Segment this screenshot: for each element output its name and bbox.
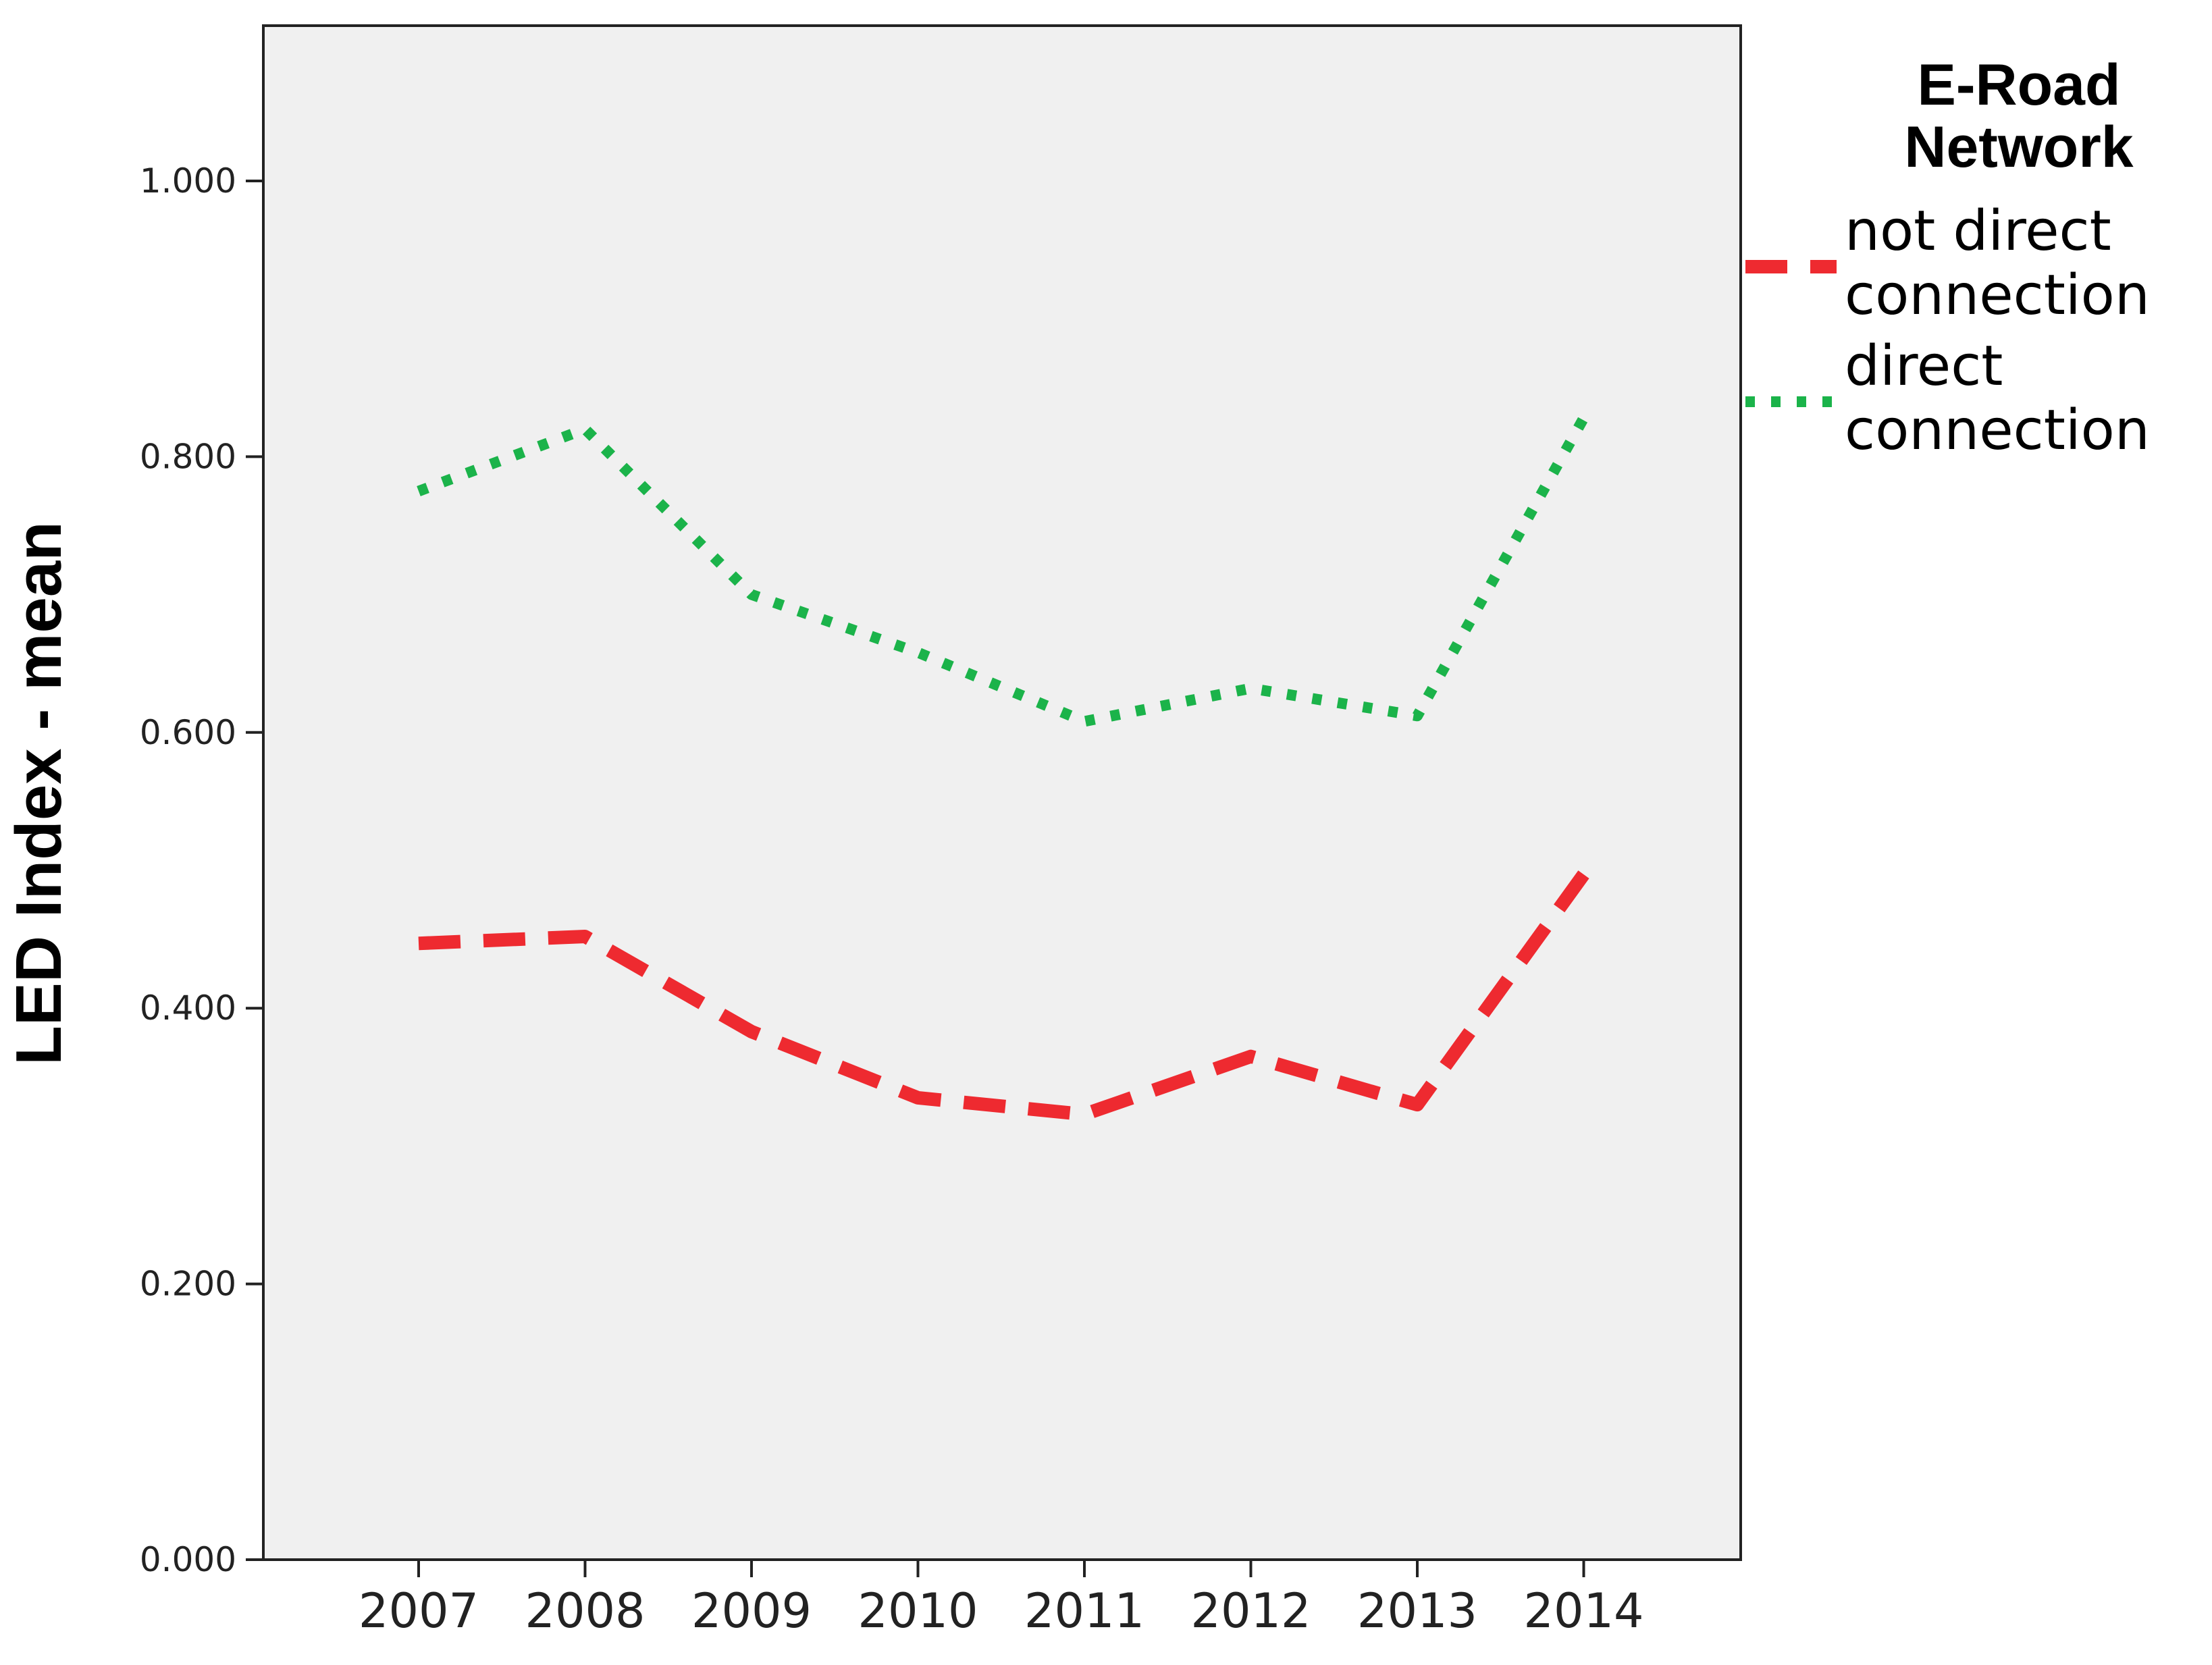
data-point-direct [1084, 721, 1085, 722]
plot-area [262, 24, 1742, 1561]
x-tick-label: 2014 [1523, 1583, 1643, 1639]
y-tick-label: 0.600 [140, 713, 236, 752]
x-tick-label: 2009 [691, 1583, 812, 1639]
data-point-direct [1583, 418, 1584, 419]
legend-label-not-direct: connection [1845, 263, 2150, 327]
y-tick-label: 1.000 [140, 161, 236, 201]
x-tick-label: 2013 [1357, 1583, 1477, 1639]
x-axis: 2007 2008 2009 2010 2011 2012 2013 2014 [359, 1560, 1644, 1639]
data-point-not-direct [1084, 1114, 1085, 1115]
legend-label-not-direct: not direct [1845, 199, 2111, 263]
series-line-direct [417, 415, 1589, 727]
y-tick-label: 0.400 [140, 988, 236, 1028]
y-axis-title: LED Index - mean [3, 521, 75, 1065]
data-point-direct [1250, 688, 1251, 689]
series-line-not-direct [418, 870, 1589, 1121]
x-tick-label: 2010 [858, 1583, 978, 1639]
x-tick-label: 2012 [1190, 1583, 1311, 1639]
legend-label-direct: direct [1845, 334, 2003, 398]
y-tick-label: 0.200 [140, 1265, 236, 1304]
y-tick-label: 0.800 [140, 437, 236, 476]
x-tick-label: 2011 [1024, 1583, 1144, 1639]
series-lines [417, 415, 1589, 1121]
x-tick-label: 2008 [525, 1583, 645, 1639]
data-point-not-direct [1583, 874, 1584, 875]
legend-title: E-Road [1918, 53, 2121, 117]
legend-label-direct: connection [1845, 398, 2150, 462]
data-point-not-direct [1250, 1056, 1251, 1057]
legend-title: Network [1904, 115, 2133, 180]
y-tick-label: 0.000 [140, 1540, 236, 1579]
y-axis: 0.000 0.200 0.400 0.600 0.800 1.000 [140, 161, 263, 1579]
x-tick-label: 2007 [359, 1583, 479, 1639]
